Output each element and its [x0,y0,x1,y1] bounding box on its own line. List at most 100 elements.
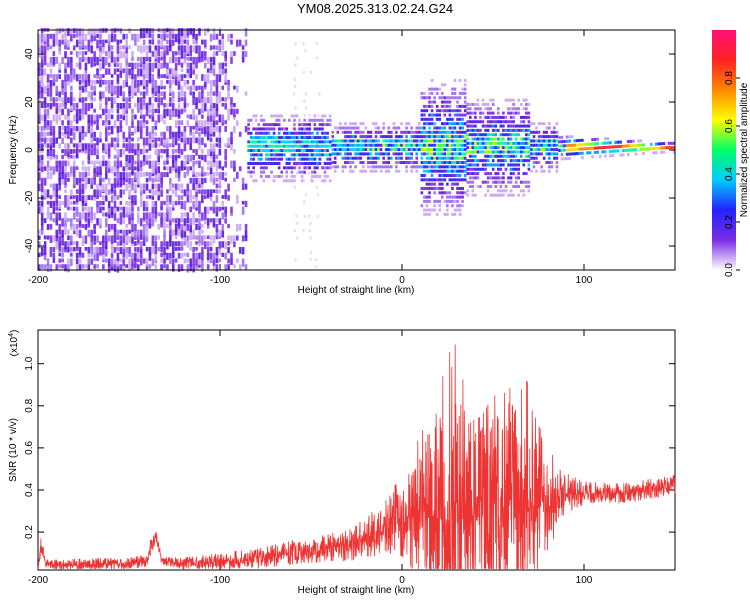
spectrogram-cell [418,165,421,169]
spectrogram-cell [425,152,429,156]
spectrogram-cell [151,160,155,168]
spectrogram-cell [456,161,459,165]
spectrogram-cell [522,128,526,132]
spectrogram-cell [471,102,475,106]
spectrogram-cell [125,154,128,161]
spectrogram-cell [517,193,520,197]
spectrogram-cell [61,160,64,169]
spectrogram-cell [38,143,41,149]
spectrogram-cell [186,85,190,90]
spectrogram-cell [438,182,441,186]
spectrogram-cell [275,153,278,157]
spectrogram-cell [466,128,470,132]
spectrogram-cell [591,155,594,159]
spectrogram-cell [412,148,416,152]
spectrogram-cell [241,177,245,185]
spectrogram-cell [195,223,198,231]
spectrogram-cell [512,133,515,137]
spectrogram-cell [148,97,152,105]
spectrogram-cell [43,252,47,261]
spectrogram-cell [134,143,137,149]
spectrogram-cell [201,85,204,93]
spectrogram-cell [96,218,99,226]
spectrogram-cell [484,137,487,141]
spectrogram-cell [491,167,495,171]
spectrogram-cell [186,114,190,119]
spectrogram-cell [174,223,178,233]
spectrogram-cell [415,130,419,134]
spectrogram-cell [300,136,304,140]
spectrogram-cell [542,169,546,173]
spectrogram-cell [107,200,111,208]
spectrogram-cell [341,169,345,173]
spectrogram-cell [72,45,76,51]
spectrogram-cell [171,166,175,172]
spectrogram-cell [382,139,385,143]
spectrogram-cell [64,149,67,156]
spectrogram-cell [252,170,255,174]
spectrogram-cell [525,146,528,150]
spectrogram-cell [405,148,408,152]
spectrogram-cell [448,139,452,143]
spectrogram-cell [180,68,184,73]
spectrogram-cell [209,206,213,211]
spectrogram-cell [218,39,222,45]
spectrogram-cell [131,56,134,61]
spectrogram-cell [468,172,472,176]
spectrogram-cell [43,97,47,104]
spectrogram-cell [148,79,152,84]
spectrogram-cell [540,122,543,126]
spectrogram-cell [433,126,436,130]
spectrogram-cell [70,131,73,136]
spectrogram-cell [38,172,41,181]
spectrogram-cell [346,139,350,143]
spectrogram-cell [192,177,195,185]
spectrogram-cell [192,264,195,273]
spectrogram-cell [90,56,94,64]
spectrogram-cell [192,45,195,53]
colorbar-tick-label: 0.2 [724,215,735,229]
spectrogram-cell [504,98,508,102]
spectrogram-cell [367,165,370,169]
spectrogram-cell [484,163,487,167]
spectrogram-cell [356,139,360,143]
spectrogram-cell [593,142,597,146]
spectrogram-cell [38,85,41,94]
spectrogram-cell [43,120,47,128]
spectrogram-cell [236,195,239,204]
spectrogram-cell [148,154,152,160]
spectrogram-cell [128,246,131,254]
spectrogram-cell [43,68,47,76]
spectrogram-cell [293,149,296,153]
spectrogram-cell [420,91,424,95]
spectrogram-cell [466,124,470,128]
spectrogram-cell [189,51,193,57]
spectrogram-cell [509,111,513,115]
spectrogram-cell [497,163,500,167]
spectrogram-cell [527,159,531,163]
spectrogram-cell [221,62,225,69]
spectrogram-cell [428,152,431,156]
spectrogram-cell [151,206,155,214]
spectrogram-cell [70,51,73,55]
spectrogram-cell [195,126,198,134]
spectrogram-cell [151,33,155,40]
spectrogram-cell [151,51,155,57]
spectrogram-cell [75,149,79,157]
spectrogram-cell [113,137,117,142]
spectrogram-cell [433,199,436,203]
spectrogram-cell [72,195,76,199]
spectrogram-cell [52,166,56,175]
spectrogram-cell [139,235,143,240]
spectrogram-cell [116,85,120,92]
spectrogram-cell [440,126,444,130]
spectrogram-cell [38,102,41,110]
spectrogram-cell [448,148,452,152]
spectrogram-cell [134,126,137,134]
spectrogram-cell [430,104,434,108]
spectrogram-cell [177,102,181,110]
spectrogram-cell [461,152,464,156]
spectrogram-cell [145,235,149,242]
spectrogram-cell [46,235,50,240]
spectrogram-cell [397,126,401,130]
